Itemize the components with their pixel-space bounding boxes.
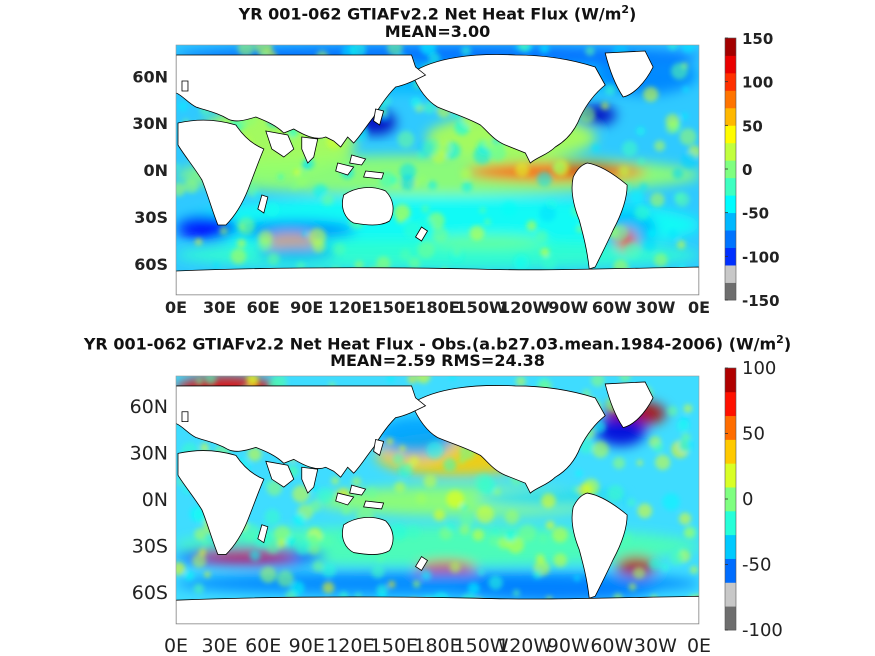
colorbar-tick-label: 100 <box>742 74 773 92</box>
x-tick-label: 120E <box>326 635 374 656</box>
colorbar-segment <box>725 368 736 393</box>
x-tick-label: 150E <box>370 635 418 656</box>
map-frame <box>175 375 700 625</box>
colorbar-segment <box>725 230 736 248</box>
x-tick-label: 150W <box>454 635 509 656</box>
colorbar-segment <box>725 534 736 559</box>
colorbar-tick-label: -150 <box>742 292 780 310</box>
x-tick-label: 120W <box>497 635 552 656</box>
x-tick-label: 180E <box>413 635 461 656</box>
chart1-subtitle: MEAN=3.00 <box>384 22 491 41</box>
x-tick-label: 0E <box>688 298 710 317</box>
colorbar-segment <box>725 463 736 488</box>
x-tick-label: 60E <box>247 298 280 317</box>
x-tick-label: 30E <box>201 635 237 656</box>
colorbar-segment <box>725 247 736 266</box>
x-tick-label: 120E <box>328 298 372 317</box>
y-tick-label: 60S <box>132 582 168 604</box>
x-tick-label: 0E <box>164 635 188 656</box>
colorbar-segment <box>725 487 736 512</box>
colorbar-tick-label: -50 <box>742 205 769 223</box>
colorbar-tick-label: 100 <box>742 358 776 379</box>
x-tick-label: 30E <box>203 298 236 317</box>
x-tick-label: 180E <box>415 298 459 317</box>
x-tick-label: 30W <box>635 298 675 317</box>
colorbar-segment <box>725 439 736 464</box>
colorbar-segment <box>725 107 736 126</box>
y-tick-label: 60S <box>134 255 168 274</box>
x-tick-label: 90E <box>290 298 323 317</box>
colorbar-segment <box>725 582 736 607</box>
map-frame <box>175 44 700 296</box>
y-tick-label: 60N <box>130 396 168 418</box>
colorbar-segment <box>725 90 736 109</box>
chart2-field <box>176 376 699 624</box>
chart1-colorbar: 150 100 50 0 -50 -100 -150 <box>724 30 780 310</box>
colorbar-segment <box>725 282 736 301</box>
chart1-title: YR 001-062 GTIAFv2.2 Net Heat Flux (W/m2… <box>238 3 637 24</box>
chart1-field <box>176 45 699 295</box>
chart2-colorbar: 100 50 0 -50 -100 <box>724 358 783 641</box>
y-tick-label: 60N <box>132 67 168 86</box>
colorbar-tick-label: 0 <box>742 489 753 510</box>
y-tick-label: 30N <box>130 443 168 465</box>
x-tick-label: 120W <box>499 298 550 317</box>
colorbar-tick-label: -100 <box>742 620 783 641</box>
colorbar-tick-label: 0 <box>742 161 752 179</box>
y-tick-label: 30S <box>132 536 168 558</box>
colorbar-segment <box>725 510 736 536</box>
colorbar-tick-label: -50 <box>742 555 771 576</box>
x-tick-label: 0E <box>165 298 187 317</box>
colorbar-segment <box>725 142 736 161</box>
y-tick-label: 0N <box>142 489 168 511</box>
colorbar-segment <box>725 195 736 214</box>
x-tick-label: 60E <box>245 635 281 656</box>
colorbar-tick-label: 150 <box>742 30 773 48</box>
colorbar-tick-label: 50 <box>742 117 763 135</box>
chart1-map <box>175 44 700 296</box>
x-tick-label: 90W <box>547 635 590 656</box>
x-tick-label: 90W <box>548 298 588 317</box>
colorbar-segment <box>725 38 736 56</box>
colorbar-tick-label: -100 <box>742 248 780 266</box>
x-tick-label: 90E <box>289 635 325 656</box>
y-tick-label: 30S <box>134 208 168 227</box>
colorbar-segment <box>725 606 736 631</box>
x-tick-label: 60W <box>592 298 632 317</box>
colorbar-segment <box>725 265 736 283</box>
y-tick-label: 0N <box>143 161 168 180</box>
x-tick-label: 60W <box>590 635 633 656</box>
colorbar-segment <box>725 391 736 417</box>
x-tick-label: 30W <box>634 635 677 656</box>
colorbar-segment <box>725 558 736 583</box>
x-tick-label: 150W <box>456 298 507 317</box>
colorbar-segment <box>725 177 736 196</box>
chart2-subtitle: MEAN=2.59 RMS=24.38 <box>330 351 545 370</box>
y-tick-label: 30N <box>132 114 168 133</box>
chart2-title: YR 001-062 GTIAFv2.2 Net Heat Flux - Obs… <box>83 333 792 354</box>
chart2-map <box>175 375 700 625</box>
colorbar-tick-label: 50 <box>742 424 765 445</box>
colorbar-segment <box>725 55 736 74</box>
colorbar-segment <box>725 72 736 91</box>
colorbar-segment <box>725 415 736 440</box>
colorbar-segment <box>725 125 736 144</box>
colorbar-segment <box>725 160 736 179</box>
x-tick-label: 150E <box>372 298 416 317</box>
colorbar-segment <box>725 212 736 231</box>
x-tick-label: 0E <box>687 635 711 656</box>
